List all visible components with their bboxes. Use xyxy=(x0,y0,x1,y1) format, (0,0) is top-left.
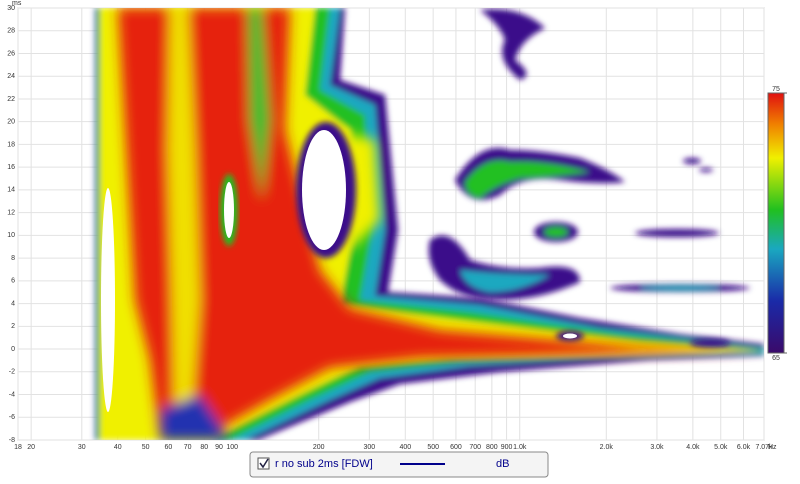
x-unit: Hz xyxy=(768,444,777,451)
x-tick-label: 600 xyxy=(450,444,462,451)
legend-box xyxy=(249,451,549,478)
x-tick-label: 30 xyxy=(78,444,86,451)
x-tick-label: 80 xyxy=(200,444,208,451)
x-tick-label: 3.0k xyxy=(650,444,664,451)
x-tick-label: 7.07k xyxy=(755,444,773,451)
legend: r no sub 2ms [FDW] dB xyxy=(249,451,549,478)
y-tick-label: 12 xyxy=(7,209,15,216)
y-tick-label: 22 xyxy=(7,96,15,103)
y-tick-label: -2 xyxy=(9,369,15,376)
y-unit: ms xyxy=(12,0,22,7)
y-tick-label: 14 xyxy=(7,187,15,194)
x-tick-label: 2.0k xyxy=(600,444,614,451)
x-tick-label: 500 xyxy=(427,444,439,451)
x-tick-label: 1.0k xyxy=(513,444,527,451)
x-tick-label: 6.0k xyxy=(737,444,751,451)
y-tick-label: 20 xyxy=(7,119,15,126)
x-tick-label: 300 xyxy=(364,444,376,451)
x-tick-label: 40 xyxy=(114,444,122,451)
x-tick-label: 800 xyxy=(486,444,498,451)
y-tick-label: -6 xyxy=(9,414,15,421)
spectrogram-image xyxy=(95,8,764,440)
x-tick-label: 60 xyxy=(164,444,172,451)
y-tick-label: 30 xyxy=(7,5,15,12)
y-tick-label: 0 xyxy=(11,346,15,353)
x-tick-label: 900 xyxy=(501,444,513,451)
y-tick-label: 16 xyxy=(7,164,15,171)
y-tick-label: 28 xyxy=(7,28,15,35)
x-tick-label: 400 xyxy=(399,444,411,451)
x-tick-label: 4.0k xyxy=(686,444,700,451)
y-tick-label: -4 xyxy=(9,391,15,398)
y-tick-label: 26 xyxy=(7,50,15,57)
y-tick-label: 10 xyxy=(7,232,15,239)
x-tick-label: 5.0k xyxy=(714,444,728,451)
colorbar-label: 65 xyxy=(772,355,780,362)
x-tick-label: 20 xyxy=(27,444,35,451)
y-tick-label: -8 xyxy=(9,437,15,444)
y-tick-label: 4 xyxy=(11,300,15,307)
y-tick-label: 8 xyxy=(11,255,15,262)
legend-label: r no sub 2ms [FDW] xyxy=(275,458,373,470)
y-tick-label: 24 xyxy=(7,73,15,80)
x-tick-label: 100 xyxy=(226,444,238,451)
x-tick-label: 50 xyxy=(142,444,150,451)
checkmark xyxy=(259,458,269,469)
x-tick-label: 90 xyxy=(215,444,223,451)
colorbar-label: 75 xyxy=(772,86,780,93)
x-tick-label: 70 xyxy=(184,444,192,451)
colorbar xyxy=(767,92,785,354)
y-tick-label: 6 xyxy=(11,278,15,285)
x-tick-label: 200 xyxy=(313,444,325,451)
checkbox[interactable] xyxy=(257,457,270,470)
x-tick-label: 700 xyxy=(469,444,481,451)
x-tick-label: 18 xyxy=(14,444,22,451)
y-tick-label: 18 xyxy=(7,141,15,148)
legend-unit: dB xyxy=(496,458,509,470)
y-tick-label: 2 xyxy=(11,323,15,330)
